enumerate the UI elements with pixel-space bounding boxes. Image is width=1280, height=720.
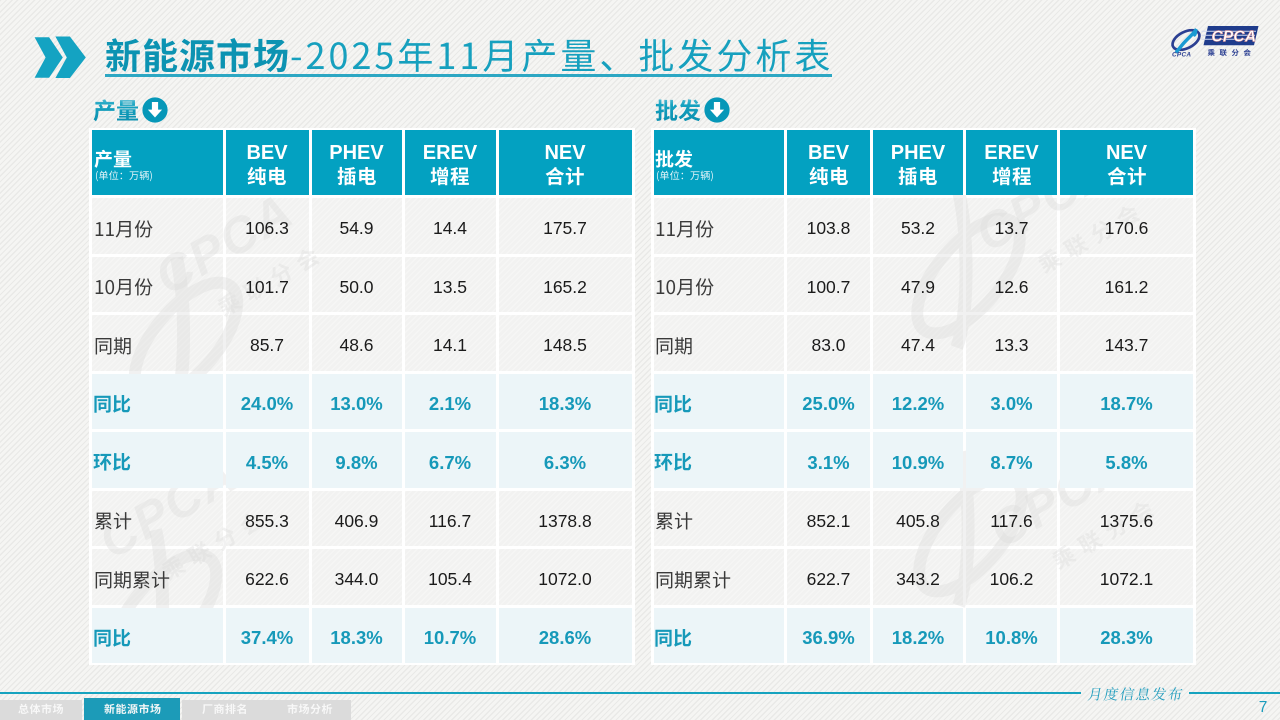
svg-text:CPCA: CPCA <box>1172 52 1191 59</box>
svg-text:CPCA: CPCA <box>1212 29 1257 46</box>
